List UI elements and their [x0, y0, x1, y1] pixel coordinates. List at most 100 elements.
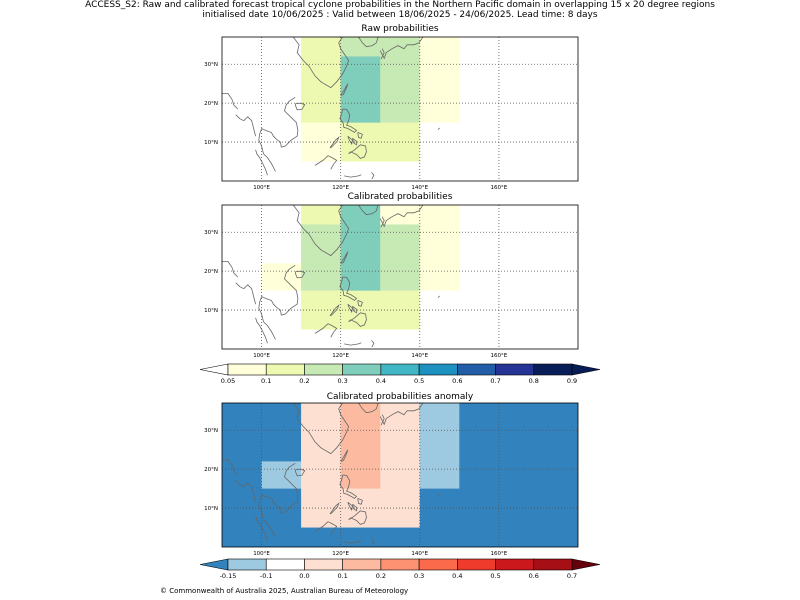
lon-tick-label: 160°E	[491, 551, 508, 557]
coastline	[344, 540, 362, 544]
colorbar-swatch	[265, 558, 305, 571]
lon-tick-label: 140°E	[411, 551, 428, 557]
colorbar-swatch	[457, 558, 496, 571]
lat-tick-label: 10°N	[204, 506, 218, 512]
colorbar-swatch	[227, 558, 267, 571]
colorbar-tick-label: 0.4	[452, 572, 462, 580]
coastline	[255, 515, 268, 542]
lat-tick-label: 30°N	[204, 62, 218, 68]
colorbar-swatch	[533, 363, 573, 376]
coastline	[292, 205, 350, 257]
coastline	[347, 501, 353, 512]
lon-tick-label: 160°E	[491, 185, 508, 191]
probability-cell	[340, 56, 381, 123]
colorbar-tick-label: 0.3	[414, 572, 424, 580]
coastline	[329, 502, 340, 515]
coastline	[292, 403, 350, 455]
coastline	[222, 261, 239, 278]
coastline	[379, 205, 424, 228]
coastline	[295, 102, 306, 111]
coastline	[379, 37, 424, 60]
coastline	[340, 251, 349, 264]
colorbar-tick-label: -0.1	[260, 572, 273, 580]
coastline	[371, 538, 375, 546]
colorbar-tick-label: 0.5	[490, 572, 500, 580]
colorbar-tick-label: 0.8	[529, 377, 539, 385]
map-panel-anomaly: 100°E 120°E 140°E 160°E 10°N 20°N 30°N	[204, 402, 579, 557]
coastline	[357, 300, 363, 307]
coastline	[314, 323, 338, 338]
coastline	[292, 37, 350, 89]
probability-cell	[261, 461, 302, 489]
colorbar-swatch	[533, 558, 573, 571]
colorbar-swatch	[418, 363, 458, 376]
coastline	[235, 114, 256, 137]
colorbar-swatch	[304, 558, 343, 571]
coastline	[358, 403, 379, 414]
coastline	[358, 205, 379, 216]
coastline	[314, 155, 338, 170]
coastline	[295, 468, 306, 477]
colorbar-tick-label: -0.15	[220, 572, 237, 580]
coastline	[235, 282, 256, 305]
coastline	[347, 303, 353, 314]
coastline	[380, 414, 385, 426]
colorbar-prob: 0.05 0.1 0.2 0.3 0.4 0.5 0.6 0.7 0.8 0.9	[199, 363, 601, 385]
coastline	[340, 449, 349, 462]
colorbar-under-arrow	[199, 363, 229, 376]
colorbar-over-arrow	[571, 558, 601, 571]
coastline	[339, 276, 358, 301]
coastline	[347, 135, 353, 146]
coastline	[348, 144, 367, 159]
colorbar-swatch	[265, 363, 305, 376]
coastline	[437, 295, 440, 298]
coastline	[437, 127, 440, 130]
lon-tick-label: 120°E	[332, 551, 349, 557]
coastline	[371, 172, 375, 180]
colorbar-tick-label: 0.2	[299, 377, 309, 385]
colorbar-tick-label: 0.5	[414, 377, 424, 385]
coastline	[258, 96, 299, 172]
lat-tick-label: 20°N	[204, 269, 218, 275]
coastline	[358, 37, 379, 48]
colorbar-swatch	[495, 558, 535, 571]
colorbar-tick-label: 0.3	[337, 377, 347, 385]
colorbar-over-arrow	[571, 363, 601, 376]
colorbar-under-arrow	[199, 558, 229, 571]
lat-tick-label: 20°N	[204, 101, 218, 107]
coastline	[329, 136, 340, 149]
colorbar-tick-label: 0.0	[299, 572, 309, 580]
lon-tick-label: 160°E	[491, 353, 508, 359]
lat-tick-label: 30°N	[204, 428, 218, 434]
coastline	[340, 83, 349, 96]
colorbar-tick-label: 0.7	[567, 572, 577, 580]
coastline	[222, 93, 239, 110]
lon-tick-label: 120°E	[332, 353, 349, 359]
coastline	[380, 216, 385, 228]
map-panel-calibrated: 100°E 120°E 140°E 160°E 10°N 20°N 30°N	[204, 204, 579, 359]
lon-tick-label: 140°E	[411, 353, 428, 359]
coastline	[222, 459, 239, 476]
coastline	[380, 48, 385, 60]
lat-tick-label: 10°N	[204, 140, 218, 146]
coastline	[314, 521, 338, 536]
colorbar-tick-label: 0.6	[529, 572, 539, 580]
colorbar-swatch	[380, 363, 420, 376]
lat-tick-label: 20°N	[204, 467, 218, 473]
map-frame	[221, 402, 579, 548]
probability-cell	[419, 403, 460, 489]
colorbar-tick-label: 0.4	[376, 377, 386, 385]
lon-tick-label: 140°E	[411, 185, 428, 191]
colorbar-tick-label: 0.1	[337, 572, 347, 580]
map-panel-raw: 100°E 120°E 140°E 160°E 10°N 20°N 30°N	[204, 36, 579, 191]
figure-title: ACCESS_S2: Raw and calibrated forecast t…	[85, 0, 715, 10]
lon-tick-label: 100°E	[253, 551, 270, 557]
coastline	[357, 132, 363, 139]
coastline	[352, 503, 357, 512]
colorbar-tick-label: 0.7	[490, 377, 500, 385]
panel-title-anomaly: Calibrated probabilities anomaly	[326, 392, 474, 402]
probability-cell	[340, 403, 381, 489]
lat-tick-label: 30°N	[204, 230, 218, 236]
coastline	[352, 137, 357, 146]
lat-tick-label: 10°N	[204, 308, 218, 314]
